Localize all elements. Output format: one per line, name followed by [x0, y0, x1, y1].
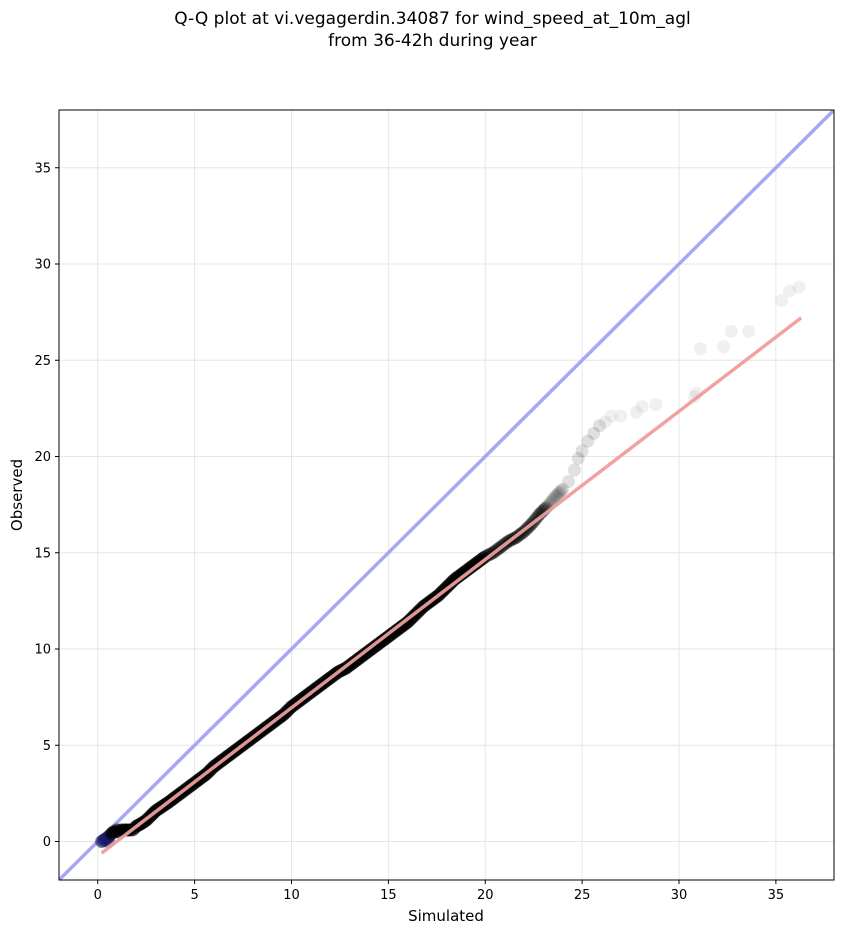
chart-title: Q-Q plot at vi.vegagerdin.34087 for wind… [0, 8, 843, 52]
x-tick-label: 25 [574, 888, 591, 903]
qq-point [551, 487, 565, 501]
y-axis: 0 5 10 15 20 25 30 35 [34, 161, 59, 850]
qq-point [717, 340, 731, 354]
qq-point [629, 405, 643, 419]
qq-point [598, 415, 612, 429]
quantile-points [95, 280, 806, 848]
x-axis: 0 5 10 15 20 25 30 35 [94, 880, 785, 903]
x-tick-label: 10 [283, 888, 300, 903]
qq-point [775, 294, 789, 308]
qq-point [571, 451, 585, 465]
grid [59, 110, 834, 880]
qq-point [575, 444, 589, 458]
qq-point [548, 490, 562, 504]
qq-point [581, 434, 595, 448]
qq-point [604, 409, 618, 423]
qq-point [531, 509, 545, 523]
qq-point [782, 284, 796, 298]
y-tick-label: 25 [34, 354, 51, 369]
qq-point [554, 484, 568, 498]
y-tick-label: 30 [34, 258, 51, 273]
y-tick-label: 10 [34, 643, 51, 658]
y-axis-label: Observed [8, 459, 26, 531]
qq-point [546, 492, 560, 506]
fit-line [100, 316, 803, 855]
qq-point [553, 485, 567, 499]
qq-point [567, 463, 581, 477]
qq-point [742, 324, 756, 338]
x-tick-label: 0 [94, 888, 102, 903]
y-tick-label: 20 [34, 450, 51, 465]
qq-point [556, 482, 570, 496]
qq-point [562, 475, 576, 489]
x-tick-label: 15 [380, 888, 397, 903]
qq-point [550, 488, 564, 502]
plot-area [59, 110, 834, 880]
qq-point [792, 280, 806, 294]
x-axis-label: Simulated [408, 907, 484, 925]
y-tick-label: 5 [43, 739, 51, 754]
plot-frame [58, 109, 835, 881]
qq-point [587, 426, 601, 440]
qq-point [635, 399, 649, 413]
y-tick-label: 15 [34, 546, 51, 561]
qq-point [649, 398, 663, 412]
qq-point [614, 409, 628, 423]
x-tick-label: 35 [768, 888, 785, 903]
x-tick-label: 20 [477, 888, 494, 903]
y-tick-label: 0 [43, 835, 51, 850]
qq-point [724, 324, 738, 338]
chart-title-line-1: Q-Q plot at vi.vegagerdin.34087 for wind… [174, 9, 691, 29]
x-tick-label: 30 [671, 888, 688, 903]
qq-point [593, 419, 607, 433]
qq-point [693, 342, 707, 356]
identity-line [59, 110, 834, 880]
y-tick-label: 35 [34, 161, 51, 176]
x-tick-label: 5 [190, 888, 198, 903]
chart-title-line-2: from 36-42h during year [328, 31, 537, 51]
